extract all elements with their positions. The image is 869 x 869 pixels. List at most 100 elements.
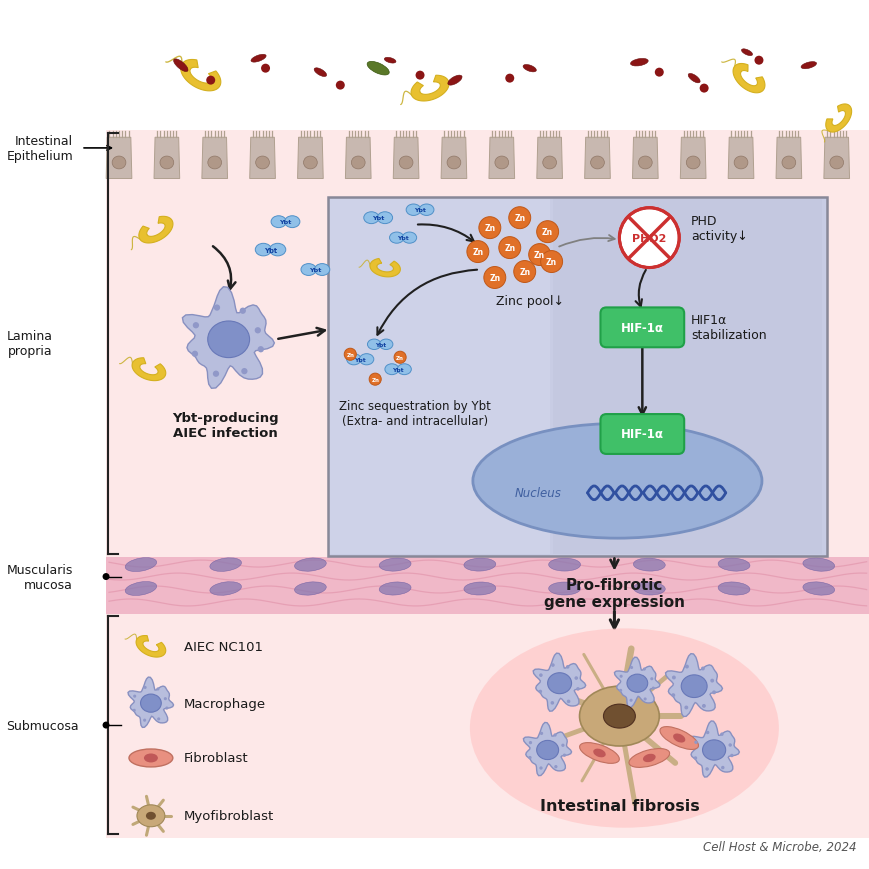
Circle shape xyxy=(536,222,558,243)
Ellipse shape xyxy=(384,364,399,375)
Ellipse shape xyxy=(522,65,535,73)
FancyBboxPatch shape xyxy=(600,415,683,454)
Ellipse shape xyxy=(717,582,749,595)
Circle shape xyxy=(554,765,557,768)
Circle shape xyxy=(257,347,263,353)
Circle shape xyxy=(241,368,248,375)
Circle shape xyxy=(540,732,542,735)
Ellipse shape xyxy=(536,740,558,760)
Circle shape xyxy=(415,71,424,81)
Circle shape xyxy=(156,687,159,691)
Bar xyxy=(552,200,821,554)
Circle shape xyxy=(368,374,381,386)
Ellipse shape xyxy=(686,157,700,169)
Bar xyxy=(328,197,826,556)
Polygon shape xyxy=(823,138,848,179)
Polygon shape xyxy=(128,677,173,727)
Text: Ybt: Ybt xyxy=(375,342,385,348)
Text: Ybt: Ybt xyxy=(397,235,408,241)
Text: Zn: Zn xyxy=(395,355,403,361)
Ellipse shape xyxy=(125,558,156,572)
Ellipse shape xyxy=(687,75,700,83)
Ellipse shape xyxy=(112,157,126,169)
Text: Zn: Zn xyxy=(546,258,556,267)
Ellipse shape xyxy=(628,749,669,767)
Ellipse shape xyxy=(469,628,778,828)
Text: Pro-fibrotic
gene expression: Pro-fibrotic gene expression xyxy=(543,577,684,609)
Polygon shape xyxy=(680,138,706,179)
Text: Intestinal fibrosis: Intestinal fibrosis xyxy=(539,798,699,813)
Text: Ybt: Ybt xyxy=(372,216,384,221)
Ellipse shape xyxy=(802,558,833,572)
Ellipse shape xyxy=(603,704,634,728)
Circle shape xyxy=(255,328,261,334)
Ellipse shape xyxy=(627,674,647,693)
Text: Ybt: Ybt xyxy=(414,208,426,213)
Circle shape xyxy=(720,733,723,736)
Circle shape xyxy=(467,242,488,263)
Ellipse shape xyxy=(303,157,317,169)
Text: PHD2: PHD2 xyxy=(632,234,666,243)
Text: Zn: Zn xyxy=(346,352,354,357)
Ellipse shape xyxy=(548,559,580,572)
Ellipse shape xyxy=(315,264,329,276)
Ellipse shape xyxy=(359,355,374,365)
Circle shape xyxy=(671,676,675,680)
Circle shape xyxy=(143,686,147,689)
Text: HIF-1α: HIF-1α xyxy=(620,428,663,441)
Polygon shape xyxy=(181,60,221,92)
Ellipse shape xyxy=(377,213,392,224)
Bar xyxy=(106,614,867,838)
Ellipse shape xyxy=(642,754,655,762)
Circle shape xyxy=(528,244,550,266)
Ellipse shape xyxy=(399,157,413,169)
Circle shape xyxy=(565,666,569,669)
Ellipse shape xyxy=(579,743,619,764)
Circle shape xyxy=(539,673,542,677)
Ellipse shape xyxy=(363,213,379,224)
Circle shape xyxy=(478,217,501,239)
Ellipse shape xyxy=(673,733,685,743)
Circle shape xyxy=(540,251,562,273)
Polygon shape xyxy=(369,259,400,277)
Polygon shape xyxy=(410,76,448,102)
Ellipse shape xyxy=(542,157,556,169)
Polygon shape xyxy=(441,138,467,179)
Text: Macrophage: Macrophage xyxy=(183,697,266,710)
Circle shape xyxy=(553,733,556,737)
Text: AIEC NC101: AIEC NC101 xyxy=(183,640,262,653)
Polygon shape xyxy=(584,138,610,179)
Circle shape xyxy=(699,84,708,94)
Circle shape xyxy=(727,743,731,746)
Ellipse shape xyxy=(208,157,222,169)
Ellipse shape xyxy=(463,559,495,572)
Circle shape xyxy=(619,689,621,692)
Circle shape xyxy=(709,679,713,683)
Circle shape xyxy=(619,209,679,269)
Ellipse shape xyxy=(208,322,249,358)
Circle shape xyxy=(654,69,663,77)
Ellipse shape xyxy=(295,582,326,595)
Ellipse shape xyxy=(740,50,752,56)
Circle shape xyxy=(483,268,505,289)
Text: Zn: Zn xyxy=(519,268,530,276)
Polygon shape xyxy=(297,138,323,179)
Ellipse shape xyxy=(136,805,165,826)
Circle shape xyxy=(684,665,688,669)
Circle shape xyxy=(562,753,566,757)
Polygon shape xyxy=(733,64,764,94)
Circle shape xyxy=(693,740,697,744)
Circle shape xyxy=(165,706,169,710)
Circle shape xyxy=(261,64,269,74)
Ellipse shape xyxy=(384,58,395,64)
Ellipse shape xyxy=(448,76,461,86)
Circle shape xyxy=(575,687,579,691)
Ellipse shape xyxy=(379,340,393,350)
Circle shape xyxy=(705,767,708,771)
Ellipse shape xyxy=(633,559,665,572)
Circle shape xyxy=(712,691,715,694)
Ellipse shape xyxy=(579,687,659,746)
Ellipse shape xyxy=(406,205,421,216)
Circle shape xyxy=(505,75,514,83)
FancyBboxPatch shape xyxy=(600,308,683,348)
